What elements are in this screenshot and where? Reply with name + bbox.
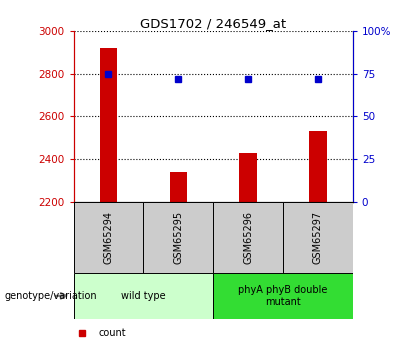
Bar <box>239 153 257 202</box>
Text: genotype/variation: genotype/variation <box>4 291 97 301</box>
Bar <box>213 202 283 273</box>
Title: GDS1702 / 246549_at: GDS1702 / 246549_at <box>140 17 286 30</box>
Bar <box>143 202 213 273</box>
Bar <box>100 48 117 202</box>
Bar <box>170 172 187 202</box>
Text: count: count <box>99 328 126 338</box>
Text: GSM65296: GSM65296 <box>243 211 253 264</box>
Text: GSM65295: GSM65295 <box>173 211 183 264</box>
Text: phyA phyB double
mutant: phyA phyB double mutant <box>238 285 328 307</box>
Bar <box>309 131 327 202</box>
Text: wild type: wild type <box>121 291 165 301</box>
Bar <box>74 273 213 319</box>
Bar <box>283 202 353 273</box>
Text: GSM65294: GSM65294 <box>103 211 113 264</box>
Bar <box>74 202 143 273</box>
Text: GSM65297: GSM65297 <box>313 211 323 264</box>
Bar <box>213 273 353 319</box>
